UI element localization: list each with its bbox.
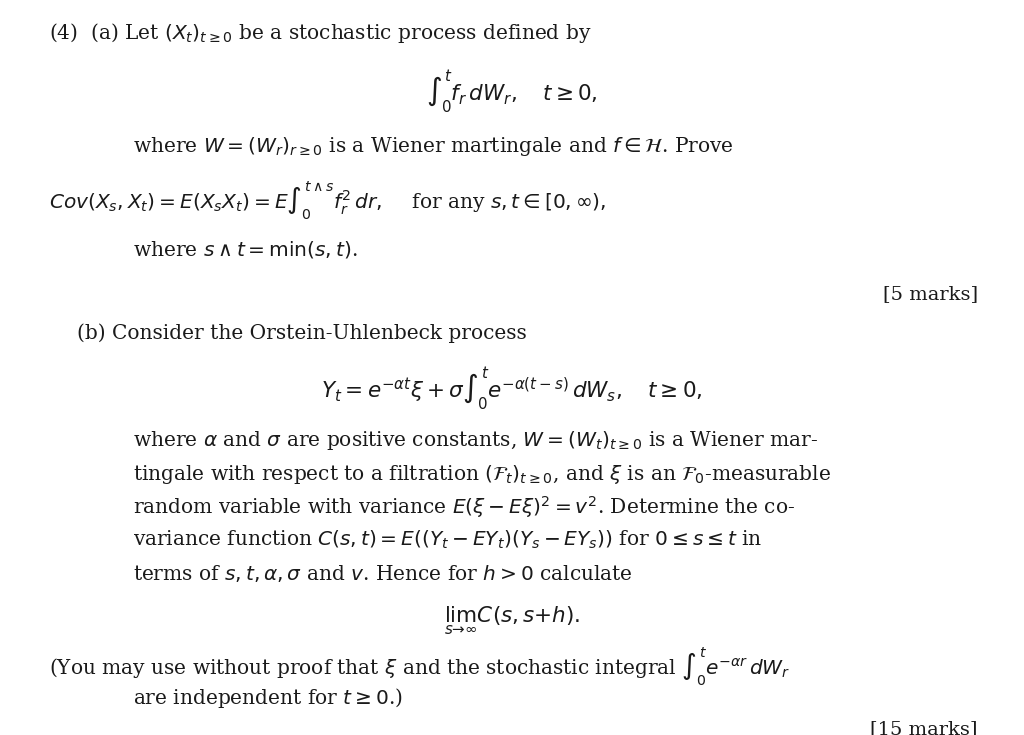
Text: $\lim_{s\to\infty} C(s, s+h).$: $\lim_{s\to\infty} C(s, s+h).$ — [443, 605, 581, 637]
Text: [15 marks]: [15 marks] — [870, 720, 978, 735]
Text: terms of $s, t, \alpha, \sigma$ and $v$. Hence for $h > 0$ calculate: terms of $s, t, \alpha, \sigma$ and $v$.… — [133, 563, 633, 584]
Text: $\int_0^t f_r\, dW_r, \quad t \geq 0,$: $\int_0^t f_r\, dW_r, \quad t \geq 0,$ — [426, 68, 598, 115]
Text: tingale with respect to a filtration $(\mathcal{F}_t)_{t\geq 0}$, and $\xi$ is a: tingale with respect to a filtration $(\… — [133, 462, 831, 486]
Text: $Cov(X_s, X_t) = E(X_s X_t) = E\int_0^{t\wedge s} f_r^2\, dr, \quad$ for any $s,: $Cov(X_s, X_t) = E(X_s X_t) = E\int_0^{t… — [49, 179, 606, 222]
Text: random variable with variance $E(\xi - E\xi)^2 = v^2$. Determine the co-: random variable with variance $E(\xi - E… — [133, 494, 796, 520]
Text: (4)  (a) Let $(X_t)_{t\geq 0}$ be a stochastic process defined by: (4) (a) Let $(X_t)_{t\geq 0}$ be a stoch… — [49, 21, 592, 45]
Text: (You may use without proof that $\xi$ and the stochastic integral $\int_0^t e^{-: (You may use without proof that $\xi$ an… — [49, 645, 791, 688]
Text: where $\alpha$ and $\sigma$ are positive constants, $W = (W_t)_{t\geq 0}$ is a W: where $\alpha$ and $\sigma$ are positive… — [133, 429, 818, 453]
Text: (b) Consider the Orstein-Uhlenbeck process: (b) Consider the Orstein-Uhlenbeck proce… — [77, 323, 526, 343]
Text: variance function $C(s,t) = E((Y_t - EY_t)(Y_s - EY_s))$ for $0 \leq s \leq t$ i: variance function $C(s,t) = E((Y_t - EY_… — [133, 529, 763, 551]
Text: $Y_t = e^{-\alpha t}\xi + \sigma \int_0^t e^{-\alpha(t-s)}\, dW_s, \quad t \geq : $Y_t = e^{-\alpha t}\xi + \sigma \int_0^… — [322, 366, 702, 413]
Text: where $W = (W_r)_{r\geq 0}$ is a Wiener martingale and $f \in \mathcal{H}$. Prov: where $W = (W_r)_{r\geq 0}$ is a Wiener … — [133, 135, 734, 159]
Text: where $s \wedge t = \min(s,t)$.: where $s \wedge t = \min(s,t)$. — [133, 240, 357, 260]
Text: are independent for $t \geq 0$.): are independent for $t \geq 0$.) — [133, 686, 402, 710]
Text: [5 marks]: [5 marks] — [883, 285, 978, 303]
